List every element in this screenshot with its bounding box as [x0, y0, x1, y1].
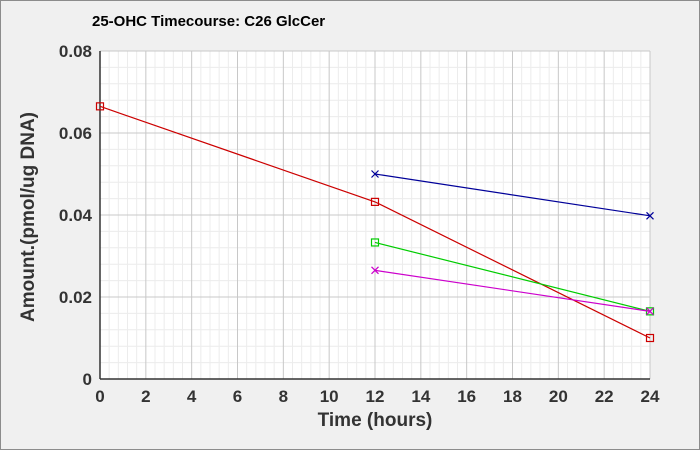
x-tick-label: 6	[233, 387, 242, 406]
x-tick-label: 2	[141, 387, 150, 406]
x-tick-label: 8	[279, 387, 288, 406]
series-line	[374, 241, 651, 312]
axes	[99, 51, 650, 380]
data-point-x-stroke	[371, 266, 379, 275]
data-point-x-stroke	[371, 170, 379, 178]
y-tick-label: 0.04	[59, 206, 93, 225]
x-tick-label: 16	[457, 387, 476, 406]
data-point-square	[95, 102, 105, 111]
x-tick-label: 10	[320, 387, 339, 406]
data-point-square	[370, 197, 380, 206]
series-line	[99, 105, 651, 339]
series-line	[374, 269, 651, 312]
data-point-x	[646, 211, 654, 220]
chart-title: 25-OHC Timecourse: C26 GlcCer	[92, 13, 325, 30]
data-point-square	[370, 238, 380, 247]
y-tick-label: 0.06	[59, 124, 92, 143]
y-axis-ticks: 0 0.02 0.04 0.06 0.08	[59, 42, 93, 389]
data-point-x	[371, 266, 379, 275]
data-point-x	[646, 307, 654, 316]
y-tick-label: 0	[83, 370, 92, 389]
x-axis-ticks: 0 2 4 6 8 10 12 14 16 18 20 22 24	[95, 387, 660, 406]
x-tick-label: 4	[187, 387, 197, 406]
data-point-square	[645, 333, 655, 343]
y-axis-label: Amount.(pmol/ug DNA)	[18, 112, 39, 322]
x-tick-label: 14	[411, 387, 430, 406]
x-tick-label: 18	[503, 387, 522, 406]
series-4	[371, 266, 654, 316]
series-2	[371, 170, 654, 220]
x-tick-label: 20	[549, 387, 568, 406]
data-point-x-stroke	[646, 307, 654, 316]
series-1	[95, 102, 655, 343]
x-tick-label: 24	[641, 387, 660, 406]
y-tick-label: 0.08	[59, 42, 92, 61]
x-axis-label: Time (hours)	[318, 410, 433, 431]
series-layer	[95, 102, 655, 343]
series-line	[374, 173, 651, 217]
data-point-x-stroke	[646, 211, 654, 220]
data-point-x	[371, 170, 379, 178]
y-tick-label: 0.02	[59, 288, 92, 307]
x-tick-label: 22	[595, 387, 614, 406]
x-tick-label: 12	[366, 387, 385, 406]
x-tick-label: 0	[95, 387, 104, 406]
